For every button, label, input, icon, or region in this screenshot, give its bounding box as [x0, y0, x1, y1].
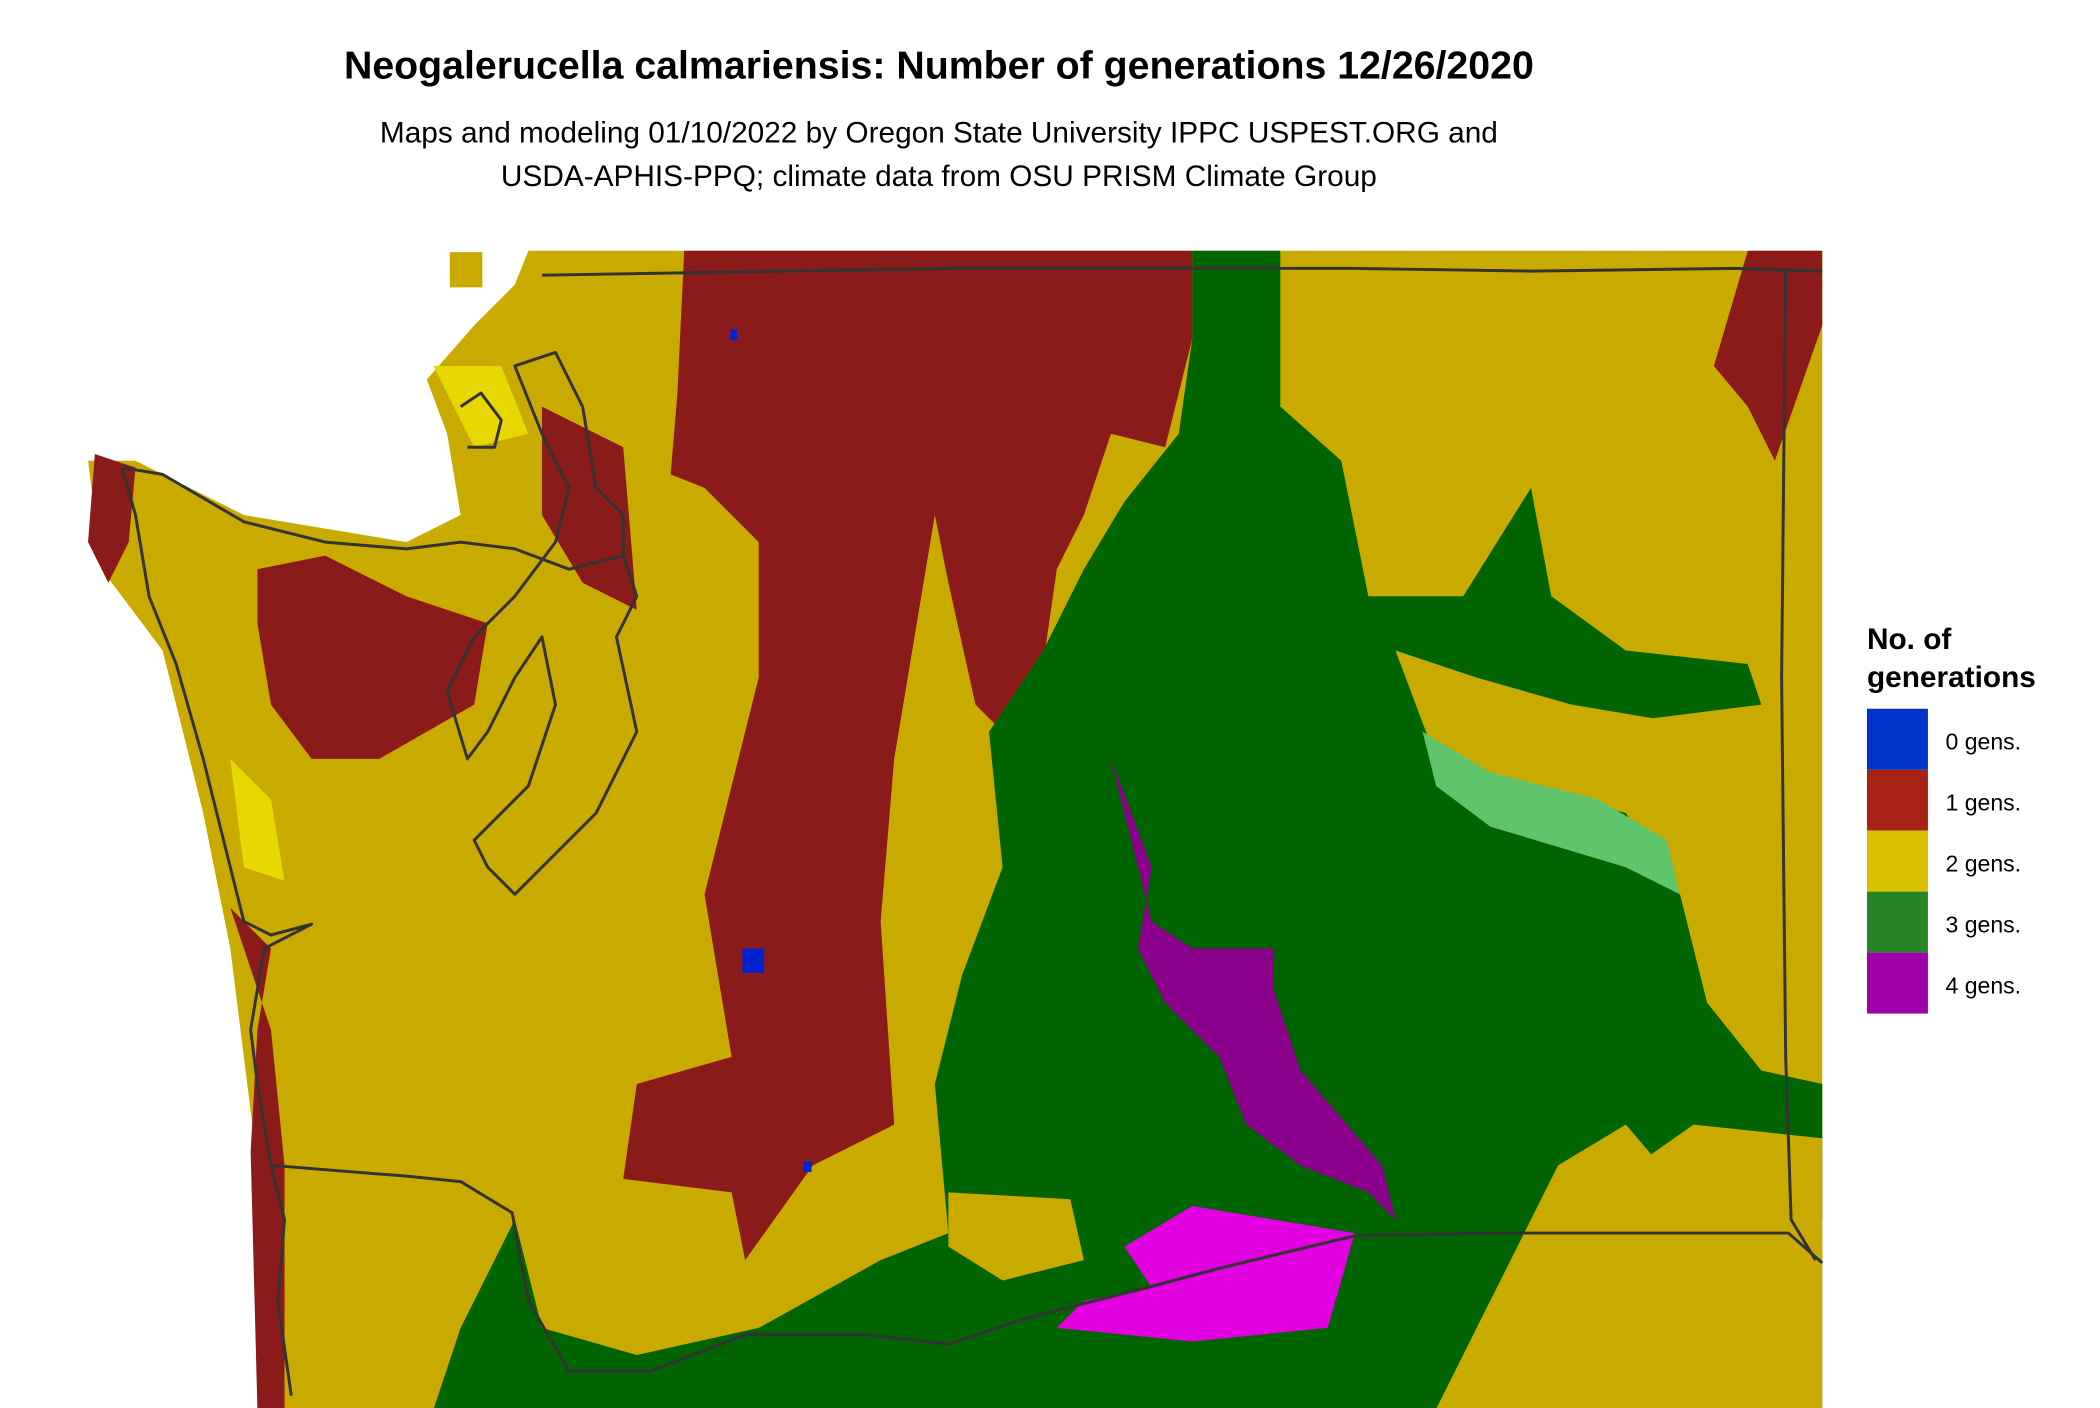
- zone-2-gens-southeast: [1436, 1124, 1823, 1408]
- zone-3-gens-light: [1422, 731, 1680, 895]
- legend-label: 2 gens.: [1946, 850, 2022, 876]
- legend-label: 3 gens.: [1946, 911, 2022, 937]
- pacific-coast: [120, 467, 314, 1396]
- zone-1-gens-northeast: [1713, 250, 1823, 461]
- legend-swatch: [1866, 891, 1928, 953]
- legend-swatch: [1866, 708, 1928, 770]
- coastline: [121, 350, 639, 896]
- legend-item-2: 2 gens.: [1866, 830, 2022, 892]
- zone-1-gens-olympics: [257, 555, 488, 759]
- legend-item-0: 0 gens.: [1866, 708, 2022, 770]
- island-outline: [459, 391, 503, 449]
- map-title: Neogalerucella calmariensis: Number of g…: [344, 44, 1534, 88]
- legend-item-4: 4 gens.: [1866, 952, 2022, 1014]
- legend-label: 1 gens.: [1946, 789, 2022, 815]
- zone-0-gens: [730, 329, 738, 341]
- zone-4-gens: [1110, 758, 1396, 1220]
- legend-swatch: [1866, 830, 1928, 892]
- state-boundaries: [120, 266, 1824, 1396]
- zone-2-gens-bright: [433, 365, 529, 448]
- legend-title-line1: No. of: [1867, 623, 1951, 656]
- map-subtitle-line2: USDA-APHIS-PPQ; climate data from OSU PR…: [501, 160, 1377, 193]
- legend-title-line2: generations: [1867, 661, 2036, 694]
- legend: No. of generations 0 gens. 1 gens. 2 gen…: [1866, 623, 2036, 1014]
- zone-2-gens-island: [449, 252, 483, 288]
- map-subtitle-line1: Maps and modeling 01/10/2022 by Oregon S…: [380, 116, 1498, 149]
- zone-2-gens-bright: [230, 758, 285, 881]
- zone-1-gens-cascades: [623, 250, 1193, 1261]
- zone-3-gens: [433, 250, 1823, 1408]
- north-border: [541, 266, 1823, 277]
- east-border: [1780, 271, 1817, 1261]
- legend-label: 4 gens.: [1946, 972, 2022, 998]
- zone-1-gens-coast: [88, 454, 136, 583]
- raster-map: [88, 250, 1823, 1408]
- legend-label: 0 gens.: [1946, 728, 2022, 754]
- legend-item-1: 1 gens.: [1866, 769, 2022, 831]
- south-border: [270, 1163, 1824, 1373]
- zone-1-gens-southwest: [230, 907, 285, 1408]
- zone-0-gens: [803, 1161, 812, 1173]
- legend-swatch: [1866, 952, 1928, 1014]
- zone-2-gens-south: [948, 1192, 1084, 1281]
- zone-4-gens-bright: [1029, 1205, 1355, 1355]
- zone-0-gens: [742, 948, 765, 973]
- legend-swatch: [1866, 769, 1928, 831]
- legend-item-3: 3 gens.: [1866, 891, 2022, 953]
